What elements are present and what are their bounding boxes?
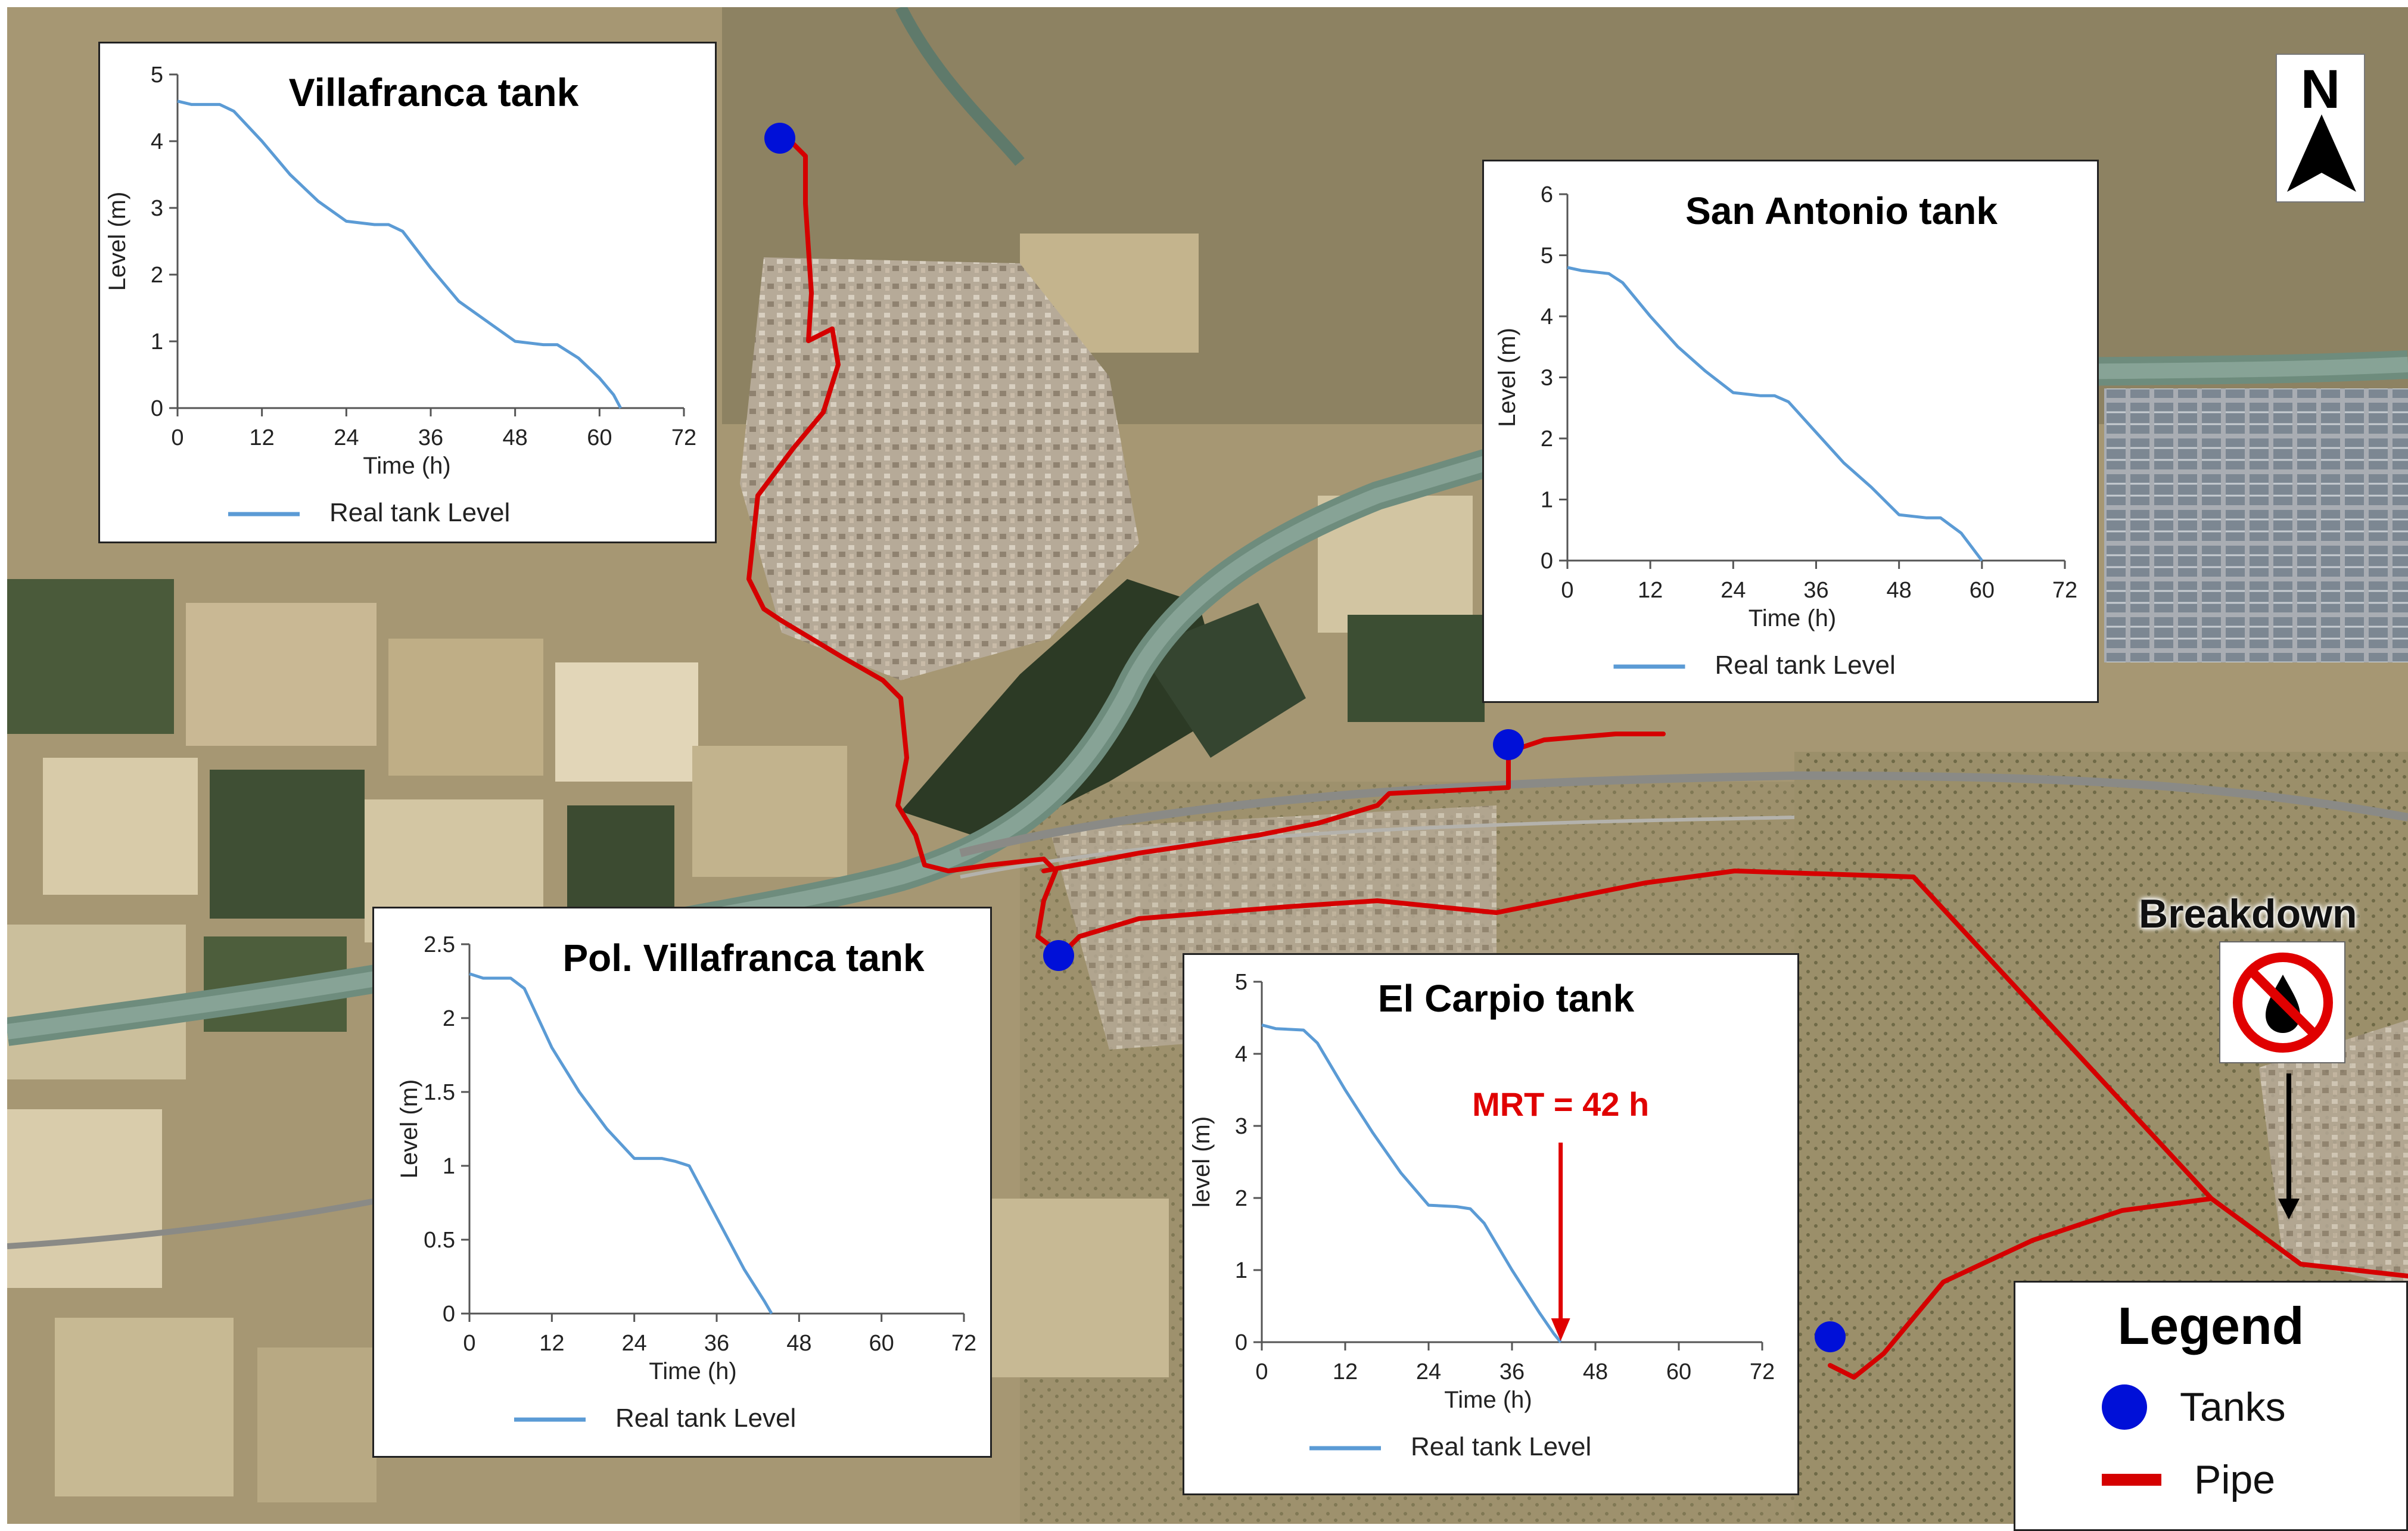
no-water-drop-icon (2233, 953, 2333, 1053)
x-tick-label: 24 (1721, 578, 1746, 603)
x-tick-label: 0 (1255, 1359, 1268, 1384)
x-tick-label: 0 (1561, 578, 1573, 603)
x-tick-label: 12 (250, 425, 275, 450)
x-tick-label: 72 (2052, 578, 2077, 603)
el-carpio-tank-chart: El Carpio tank 0 12 24 36 48 60 72 0 1 2 3 4 5 Time (h… (1183, 953, 1799, 1495)
legend-item-tanks: Tanks (2102, 1384, 2286, 1430)
x-axis-label: Time (h) (1444, 1387, 1532, 1413)
y-tick-label: 0 (1235, 1330, 1247, 1355)
chart-title: El Carpio tank (1378, 977, 1635, 1020)
y-axis-label: level (m) (1189, 1116, 1215, 1208)
y-tick-label: 2.5 (424, 932, 455, 957)
x-tick-label: 36 (418, 425, 443, 450)
tank-symbol (2102, 1384, 2147, 1430)
legend-pipe-label: Pipe (2194, 1457, 2276, 1502)
chart-title: San Antonio tank (1685, 189, 1998, 232)
y-tick-label: 6 (1541, 182, 1553, 207)
pipe-symbol (2102, 1474, 2161, 1486)
y-tick-label: 0 (151, 396, 163, 421)
x-tick-label: 60 (869, 1331, 894, 1356)
y-axis-label: Level (m) (396, 1079, 422, 1179)
mrt-annotation: MRT = 42 h (1472, 1085, 1649, 1123)
x-tick-label: 0 (171, 425, 183, 450)
map-legend: Legend Tanks Pipe (2014, 1281, 2408, 1531)
x-tick-label: 24 (334, 425, 359, 450)
x-tick-label: 24 (1416, 1359, 1441, 1384)
series-line-real-tank-level (1567, 266, 1983, 562)
x-tick-label: 36 (1499, 1359, 1525, 1384)
x-tick-label: 48 (786, 1331, 811, 1356)
y-tick-label: 5 (1541, 244, 1553, 269)
y-tick-label: 1 (151, 329, 163, 354)
y-tick-label: 5 (1235, 970, 1247, 995)
villafranca-tank-chart: Villafranca tank 0 12 24 36 48 60 72 0 1 2 3 4 5 Time … (98, 42, 717, 543)
x-tick-label: 48 (503, 425, 528, 450)
x-axis-label: Time (h) (363, 453, 450, 479)
y-tick-label: 0.5 (424, 1228, 455, 1253)
x-tick-label: 48 (1887, 578, 1912, 603)
x-axis-label: Time (h) (1749, 605, 1836, 631)
y-tick-label: 3 (1235, 1114, 1247, 1139)
san-antonio-tank-chart: San Antonio tank 0 12 24 36 48 60 72 0 1 2 3 4 5 6 Time… (1482, 160, 2099, 703)
y-tick-label: 0 (1541, 549, 1553, 574)
series-line-real-tank-level (177, 99, 623, 409)
y-tick-label: 1 (443, 1154, 455, 1179)
x-tick-label: 72 (951, 1331, 976, 1356)
x-tick-label: 12 (1638, 578, 1663, 603)
pol-villafranca-tank-chart: Pol. Villafranca tank 0 12 24 36 48 60 72 0 0.5 1 1… (372, 907, 992, 1458)
y-tick-label: 3 (151, 196, 163, 221)
x-axis-label: Time (h) (649, 1358, 736, 1384)
y-tick-label: 2 (1541, 427, 1553, 452)
y-tick-label: 2 (443, 1006, 455, 1031)
x-tick-label: 12 (1333, 1359, 1358, 1384)
y-tick-label: 1.5 (424, 1080, 455, 1105)
chart-title: Villafranca tank (289, 70, 579, 114)
legend-item-pipe: Pipe (2102, 1457, 2275, 1503)
y-tick-label: 0 (443, 1302, 455, 1327)
y-tick-label: 2 (151, 263, 163, 288)
y-tick-label: 1 (1541, 488, 1553, 513)
x-tick-label: 48 (1583, 1359, 1608, 1384)
mrt-arrow-head (1551, 1318, 1570, 1341)
y-tick-label: 1 (1235, 1258, 1247, 1283)
x-tick-label: 0 (463, 1331, 475, 1356)
x-tick-label: 36 (1803, 578, 1828, 603)
y-tick-label: 4 (151, 129, 163, 154)
y-axis-label: Level (m) (1494, 328, 1520, 427)
y-tick-label: 4 (1541, 304, 1553, 329)
y-tick-label: 5 (151, 63, 163, 88)
series-line-real-tank-level (1261, 1023, 1562, 1343)
legend-tanks-label: Tanks (2180, 1384, 2286, 1430)
chart-legend-label: Real tank Level (1715, 651, 1896, 680)
chart-legend-label: Real tank Level (329, 498, 510, 527)
chart-title: Pol. Villafranca tank (562, 936, 924, 979)
legend-title: Legend (2117, 1296, 2304, 1355)
breakdown-marker (2219, 941, 2345, 1063)
series-line-real-tank-level (469, 972, 773, 1315)
x-tick-label: 72 (1750, 1359, 1775, 1384)
breakdown-label: Breakdown (2139, 891, 2357, 936)
x-tick-label: 36 (704, 1331, 729, 1356)
x-tick-label: 60 (1970, 578, 1995, 603)
y-tick-label: 3 (1541, 366, 1553, 391)
y-axis-label: Level (m) (104, 192, 130, 291)
y-tick-label: 2 (1235, 1186, 1247, 1211)
chart-legend-label: Real tank Level (615, 1404, 796, 1433)
x-tick-label: 60 (1666, 1359, 1691, 1384)
x-tick-label: 24 (622, 1331, 647, 1356)
chart-legend-label: Real tank Level (1411, 1432, 1591, 1461)
y-tick-label: 4 (1235, 1042, 1247, 1067)
north-arrow: N (2276, 54, 2365, 203)
north-letter: N (2300, 59, 2341, 120)
x-tick-label: 72 (671, 425, 696, 450)
north-arrow-icon (2287, 114, 2356, 192)
x-tick-label: 60 (587, 425, 612, 450)
x-tick-label: 12 (539, 1331, 564, 1356)
